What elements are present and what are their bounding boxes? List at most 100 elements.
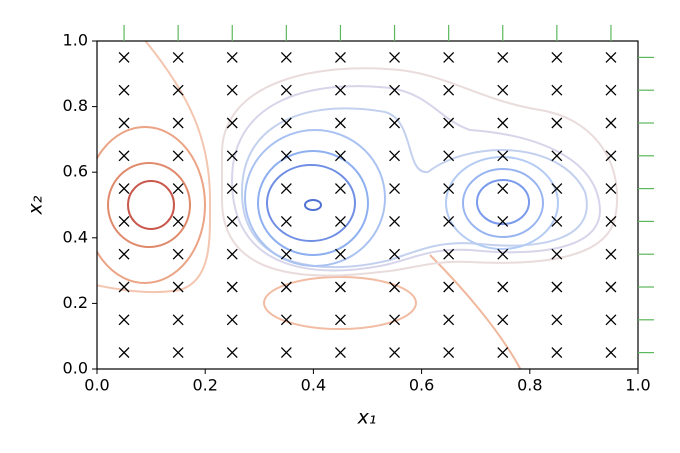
point-marker	[443, 314, 455, 326]
y-tick-label: 0.4	[63, 227, 88, 246]
point-marker	[551, 281, 563, 293]
point-marker	[172, 84, 184, 96]
point-marker	[118, 150, 130, 162]
point-marker	[172, 347, 184, 359]
point-marker	[280, 215, 292, 227]
point-marker	[280, 150, 292, 162]
point-marker	[226, 183, 238, 195]
point-marker	[605, 281, 617, 293]
point-marker	[605, 51, 617, 63]
point-marker	[280, 248, 292, 260]
contour	[462, 168, 544, 238]
point-marker	[551, 117, 563, 129]
point-marker	[551, 150, 563, 162]
point-marker	[280, 84, 292, 96]
point-marker	[443, 150, 455, 162]
point-marker	[605, 84, 617, 96]
point-marker	[443, 183, 455, 195]
plot-frame	[96, 40, 639, 370]
contour	[127, 180, 175, 230]
point-marker	[118, 51, 130, 63]
point-marker	[497, 117, 509, 129]
point-marker	[389, 150, 401, 162]
point-marker	[118, 117, 130, 129]
point-marker	[226, 248, 238, 260]
point-marker	[118, 248, 130, 260]
point-marker	[172, 281, 184, 293]
point-marker	[334, 215, 346, 227]
y-tick-label: 0.8	[63, 96, 88, 115]
point-marker	[334, 84, 346, 96]
x-tick-label: 0.8	[517, 376, 542, 395]
point-marker	[280, 183, 292, 195]
point-marker	[443, 84, 455, 96]
point-marker	[226, 150, 238, 162]
point-marker	[551, 248, 563, 260]
x-tick-label: 0.4	[301, 376, 326, 395]
point-marker	[226, 314, 238, 326]
contour	[230, 85, 602, 272]
point-marker	[389, 281, 401, 293]
point-marker	[334, 51, 346, 63]
point-marker	[280, 281, 292, 293]
point-marker	[280, 347, 292, 359]
point-marker	[497, 183, 509, 195]
point-marker	[605, 215, 617, 227]
point-marker	[172, 51, 184, 63]
contour	[429, 254, 522, 369]
point-marker	[605, 117, 617, 129]
point-marker	[389, 347, 401, 359]
point-marker	[389, 183, 401, 195]
point-marker	[443, 117, 455, 129]
x-axis-label: x₁	[357, 407, 377, 429]
point-marker	[118, 215, 130, 227]
point-marker	[172, 117, 184, 129]
point-marker	[334, 347, 346, 359]
point-marker	[280, 117, 292, 129]
point-marker	[334, 314, 346, 326]
point-marker	[551, 347, 563, 359]
point-marker	[605, 150, 617, 162]
point-marker	[172, 183, 184, 195]
x-tick-label: 0.0	[84, 376, 109, 395]
point-marker	[334, 150, 346, 162]
contour	[257, 150, 369, 256]
contour	[97, 126, 206, 284]
point-marker	[172, 248, 184, 260]
point-marker	[172, 150, 184, 162]
point-marker	[443, 347, 455, 359]
contour	[97, 41, 212, 294]
point-marker	[389, 117, 401, 129]
y-tick-label: 1.0	[63, 31, 88, 50]
point-marker	[551, 84, 563, 96]
point-marker	[389, 314, 401, 326]
point-marker	[551, 314, 563, 326]
point-marker	[118, 347, 130, 359]
point-marker	[389, 215, 401, 227]
point-marker	[334, 117, 346, 129]
point-marker	[389, 248, 401, 260]
x-tick-label: 1.0	[625, 376, 650, 395]
contour	[476, 179, 530, 225]
point-marker	[497, 84, 509, 96]
point-marker	[280, 51, 292, 63]
x-tick-label: 0.2	[192, 376, 217, 395]
point-marker	[497, 281, 509, 293]
point-marker	[443, 248, 455, 260]
point-marker	[226, 51, 238, 63]
y-tick-label: 0.6	[63, 162, 88, 181]
point-marker	[443, 51, 455, 63]
point-marker	[497, 51, 509, 63]
contour	[107, 162, 191, 248]
point-marker	[334, 281, 346, 293]
y-axis-label: x₂	[25, 195, 47, 215]
point-marker	[605, 314, 617, 326]
point-marker	[226, 117, 238, 129]
point-marker	[497, 215, 509, 227]
point-marker	[443, 215, 455, 227]
point-marker	[443, 281, 455, 293]
point-marker	[280, 314, 292, 326]
point-marker	[605, 248, 617, 260]
